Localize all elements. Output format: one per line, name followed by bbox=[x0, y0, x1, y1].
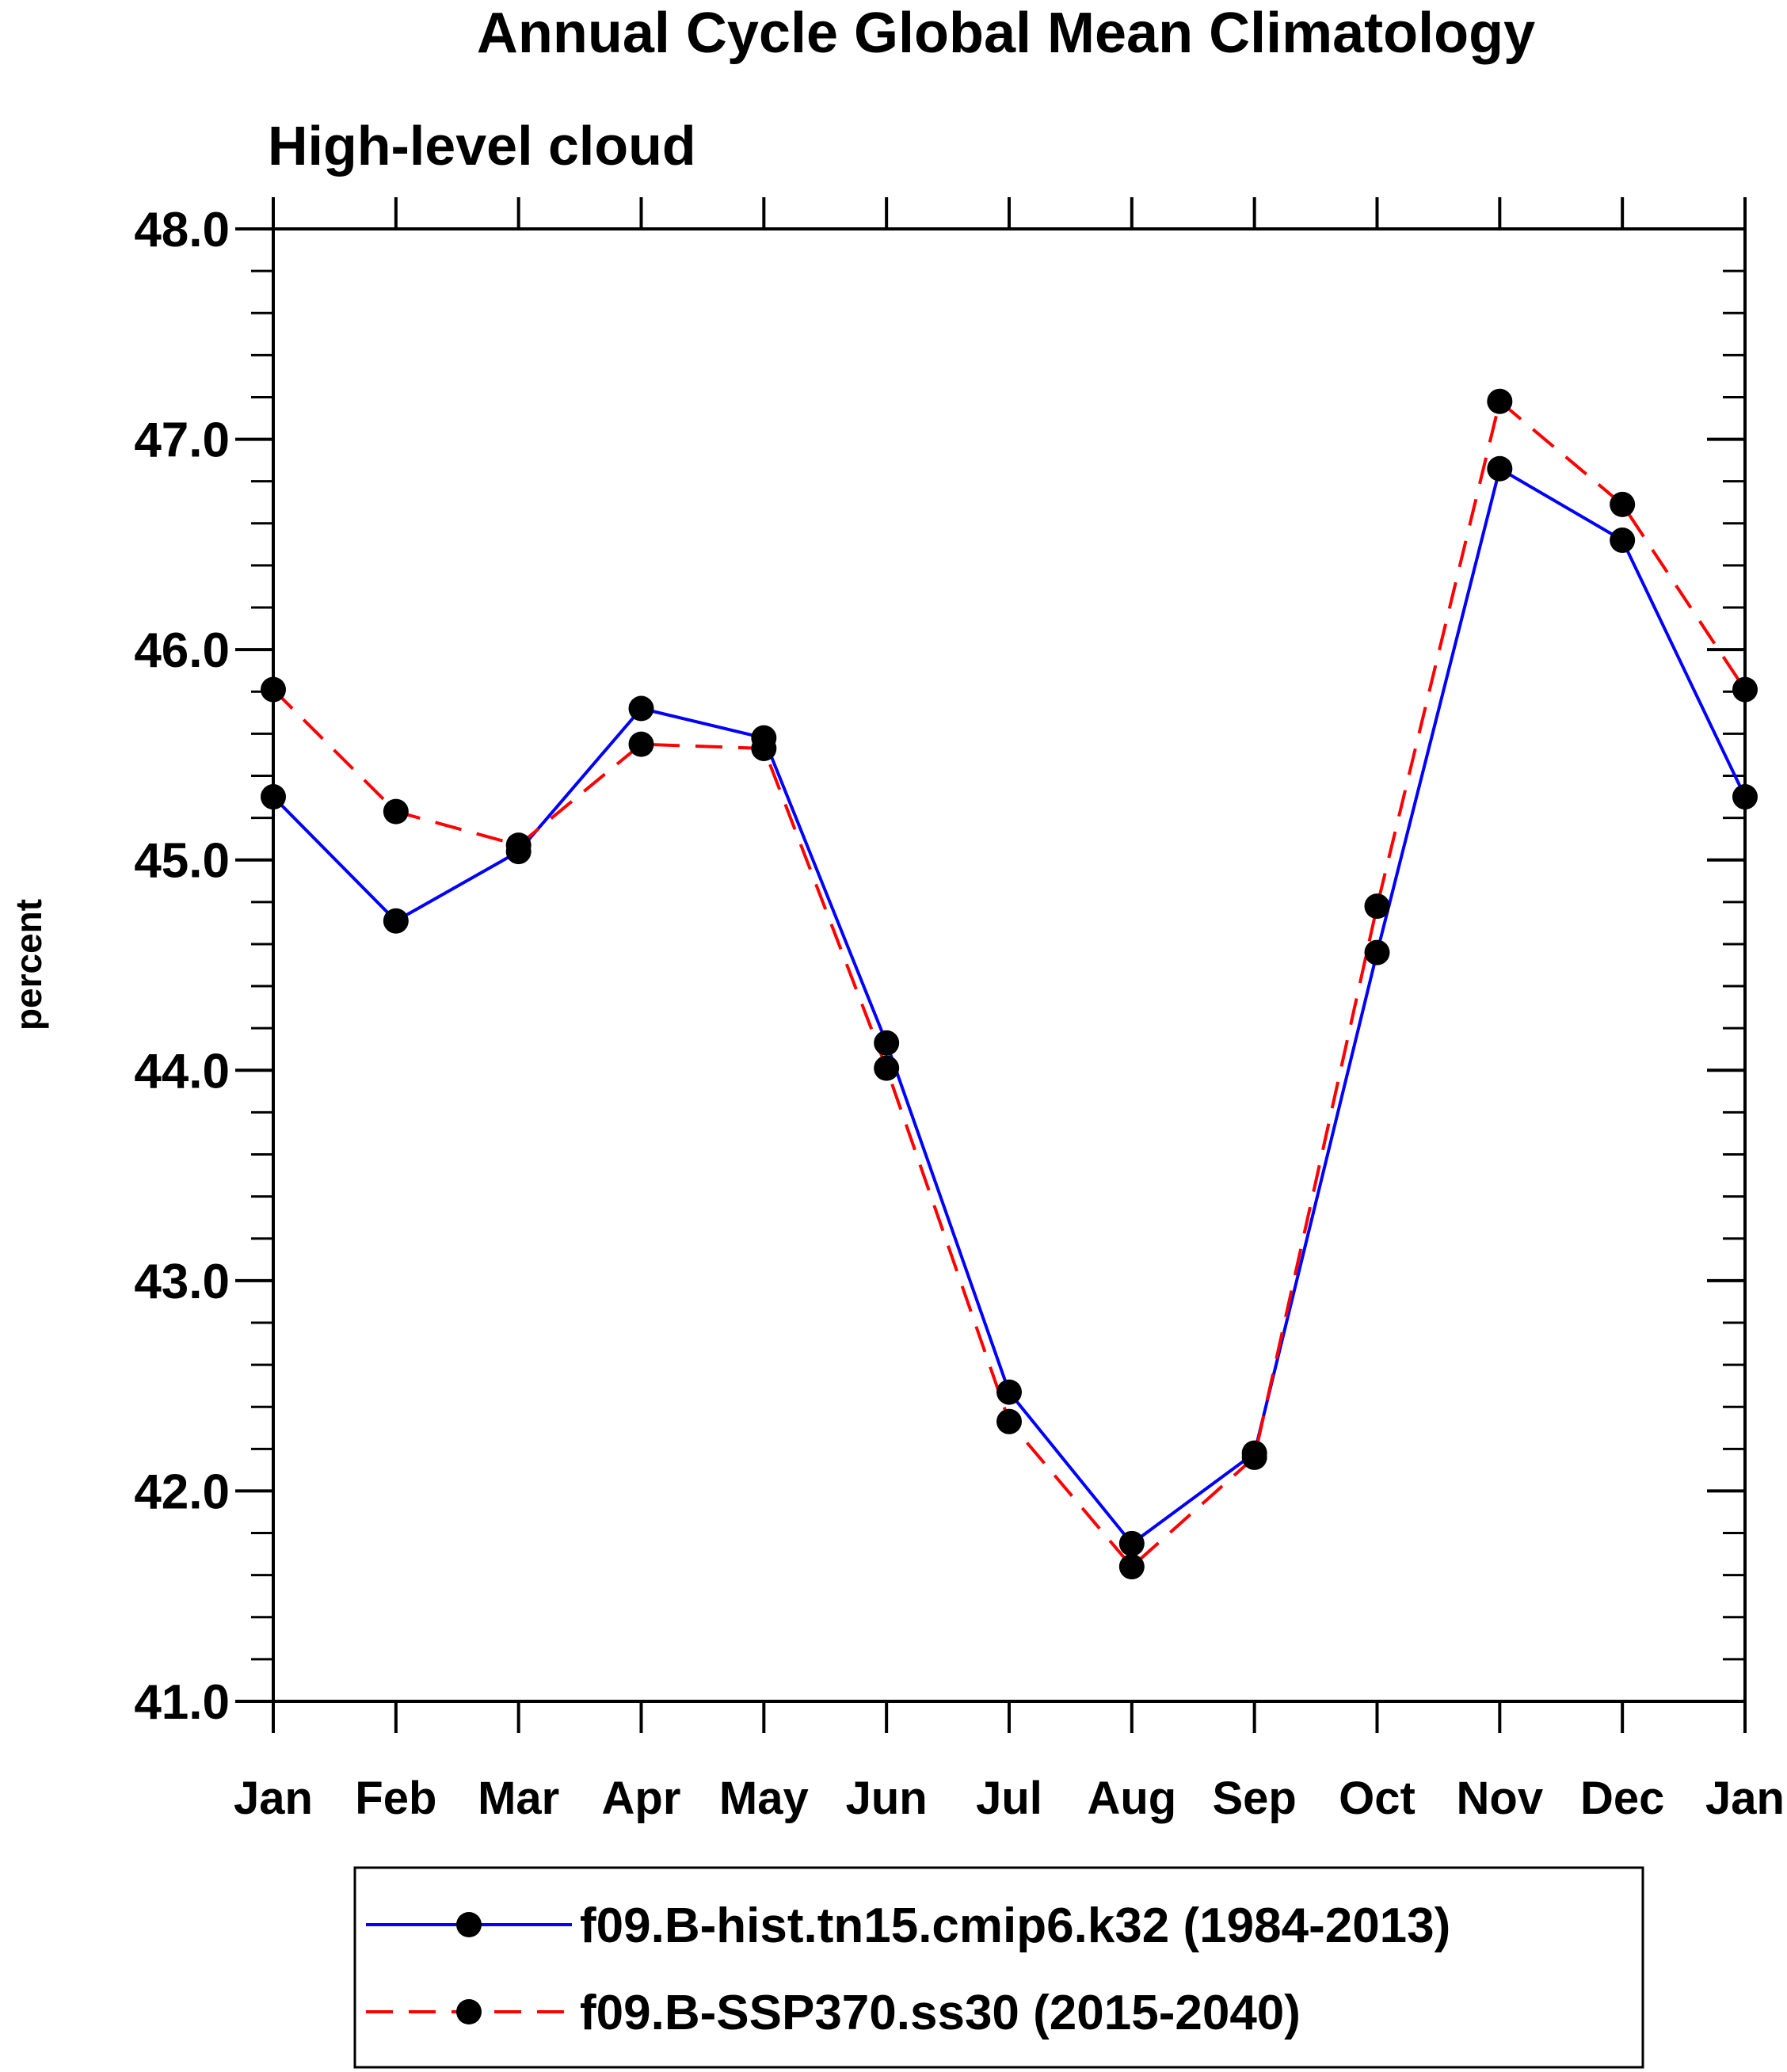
legend-label: f09.B-hist.tn15.cmip6.k32 (1984-2013) bbox=[580, 1899, 1450, 1953]
y-tick-labels: 41.0 42.0 43.0 44.0 45.0 46.0 47.0 48.0 bbox=[134, 203, 230, 1730]
y-tick-label: 47.0 bbox=[134, 413, 230, 468]
x-tick-label: Sep bbox=[1212, 1773, 1296, 1824]
legend: f09.B-hist.tn15.cmip6.k32 (1984-2013) f09… bbox=[366, 1899, 1450, 2040]
data-point bbox=[1487, 455, 1513, 482]
legend-label: f09.B-SSP370.ss30 (2015-2040) bbox=[580, 1986, 1301, 2040]
data-point bbox=[996, 1408, 1022, 1434]
data-point bbox=[751, 735, 777, 761]
y-tick-label: 41.0 bbox=[134, 1675, 230, 1730]
plot-area-frame bbox=[272, 227, 1747, 1703]
x-tick-label: May bbox=[719, 1773, 809, 1824]
legend-box bbox=[353, 1866, 1644, 2069]
data-point bbox=[628, 731, 654, 757]
data-point bbox=[383, 908, 409, 934]
x-tick-label: Jun bbox=[846, 1773, 928, 1824]
y-tick-label: 46.0 bbox=[134, 623, 230, 678]
x-tick-label: Jan bbox=[234, 1773, 313, 1824]
y-tick-label: 43.0 bbox=[134, 1255, 230, 1309]
x-tick-label: Nov bbox=[1457, 1773, 1544, 1824]
data-point bbox=[383, 798, 409, 825]
x-tick-label: Oct bbox=[1339, 1773, 1416, 1824]
data-point bbox=[505, 832, 532, 859]
data-point bbox=[874, 1030, 900, 1056]
y-axis-label: percent bbox=[8, 899, 49, 1030]
chart-subtitle: High-level cloud bbox=[268, 115, 696, 177]
x-tick-label: Mar bbox=[478, 1773, 559, 1824]
data-point bbox=[996, 1379, 1022, 1405]
y-tick-label: 44.0 bbox=[134, 1044, 230, 1099]
data-point bbox=[1241, 1444, 1267, 1470]
legend-marker bbox=[456, 1999, 482, 2024]
x-tick-label: Jul bbox=[976, 1773, 1042, 1824]
x-tick-label: Feb bbox=[355, 1773, 436, 1824]
data-point bbox=[628, 695, 654, 722]
axis-ticks bbox=[235, 197, 1747, 1733]
legend-marker bbox=[456, 1912, 482, 1937]
data-point bbox=[1487, 388, 1513, 414]
data-point bbox=[1364, 893, 1390, 920]
x-tick-label: Dec bbox=[1580, 1773, 1664, 1824]
data-point bbox=[1610, 491, 1636, 517]
data-point bbox=[1118, 1530, 1145, 1556]
chart-title: Annual Cycle Global Mean Climatology bbox=[477, 2, 1535, 65]
data-point bbox=[1118, 1554, 1145, 1580]
y-tick-label: 45.0 bbox=[134, 834, 230, 889]
x-tick-labels: Jan Feb Mar Apr May Jun Jul Aug Sep Oct Nov Dec Jan bbox=[234, 1773, 1785, 1824]
data-series bbox=[261, 388, 1758, 1580]
x-tick-label: Aug bbox=[1087, 1773, 1176, 1824]
data-point bbox=[1364, 939, 1390, 966]
y-tick-label: 42.0 bbox=[134, 1464, 230, 1519]
data-point bbox=[1610, 528, 1636, 554]
data-point bbox=[874, 1055, 900, 1081]
x-tick-label: Apr bbox=[602, 1773, 681, 1824]
y-tick-label: 48.0 bbox=[134, 203, 230, 257]
x-tick-label: Jan bbox=[1705, 1773, 1785, 1824]
